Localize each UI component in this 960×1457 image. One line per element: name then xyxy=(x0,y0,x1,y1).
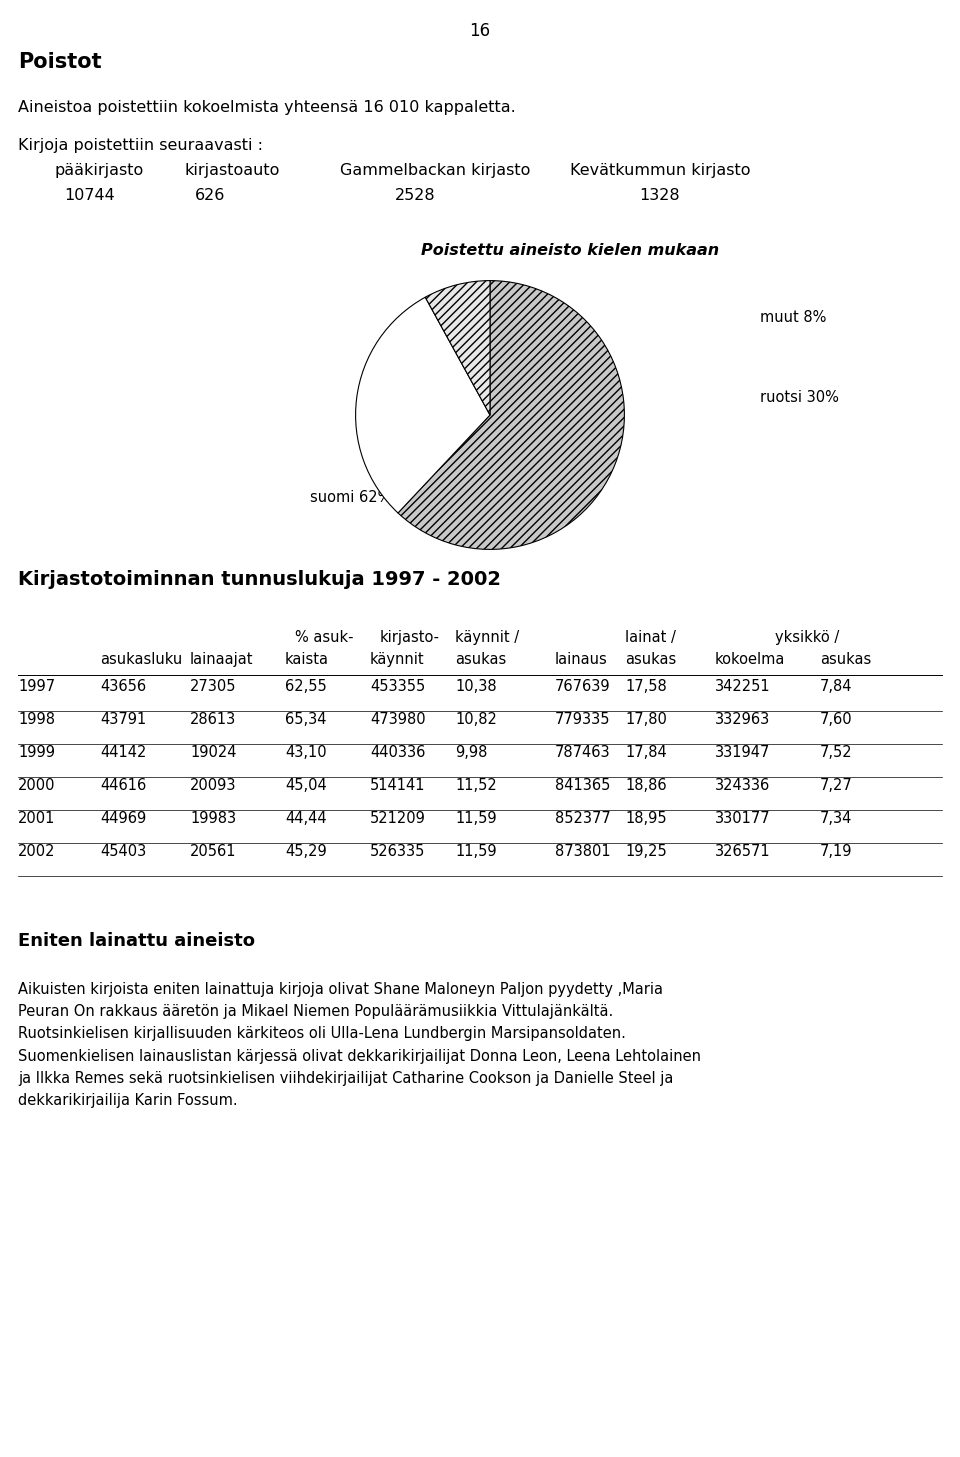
Text: Aineistoa poistettiin kokoelmista yhteensä 16 010 kappaletta.: Aineistoa poistettiin kokoelmista yhteen… xyxy=(18,101,516,115)
Text: 331947: 331947 xyxy=(715,745,770,761)
Text: 453355: 453355 xyxy=(370,679,425,694)
Text: 2001: 2001 xyxy=(18,812,56,826)
Text: lainat /: lainat / xyxy=(625,629,676,645)
Text: asukas: asukas xyxy=(455,651,506,667)
Text: Aikuisten kirjoista eniten lainattuja kirjoja olivat Shane Maloneyn Paljon pyyde: Aikuisten kirjoista eniten lainattuja ki… xyxy=(18,982,701,1107)
Text: 9,98: 9,98 xyxy=(455,745,488,761)
Text: 45403: 45403 xyxy=(100,844,146,860)
Text: 332963: 332963 xyxy=(715,712,770,727)
Text: 852377: 852377 xyxy=(555,812,611,826)
Text: 27305: 27305 xyxy=(190,679,236,694)
Text: 18,86: 18,86 xyxy=(625,778,666,793)
Text: 19,25: 19,25 xyxy=(625,844,667,860)
Text: Kirjoja poistettiin seuraavasti :: Kirjoja poistettiin seuraavasti : xyxy=(18,138,263,153)
Text: 7,19: 7,19 xyxy=(820,844,852,860)
Text: 43,10: 43,10 xyxy=(285,745,326,761)
Text: 62,55: 62,55 xyxy=(285,679,326,694)
Text: Kirjastotoiminnan tunnuslukuja 1997 - 2002: Kirjastotoiminnan tunnuslukuja 1997 - 20… xyxy=(18,570,501,589)
Text: 17,80: 17,80 xyxy=(625,712,667,727)
Text: Poistettu aineisto kielen mukaan: Poistettu aineisto kielen mukaan xyxy=(420,243,719,258)
Text: käynnit /: käynnit / xyxy=(455,629,519,645)
Text: 19024: 19024 xyxy=(190,745,236,761)
Text: 2002: 2002 xyxy=(18,844,56,860)
Text: 521209: 521209 xyxy=(370,812,426,826)
Text: 324336: 324336 xyxy=(715,778,770,793)
Text: 43791: 43791 xyxy=(100,712,146,727)
Text: 526335: 526335 xyxy=(370,844,425,860)
Text: 20561: 20561 xyxy=(190,844,236,860)
Text: 65,34: 65,34 xyxy=(285,712,326,727)
Text: Eniten lainattu aineisto: Eniten lainattu aineisto xyxy=(18,932,255,950)
Text: 342251: 342251 xyxy=(715,679,771,694)
Text: kokoelma: kokoelma xyxy=(715,651,785,667)
Text: 10,38: 10,38 xyxy=(455,679,496,694)
Text: 17,58: 17,58 xyxy=(625,679,667,694)
Text: 473980: 473980 xyxy=(370,712,425,727)
Text: kirjasto-: kirjasto- xyxy=(380,629,440,645)
Text: 16: 16 xyxy=(469,22,491,39)
Text: 1328: 1328 xyxy=(639,188,681,203)
Text: Poistot: Poistot xyxy=(18,52,102,71)
Text: lainaajat: lainaajat xyxy=(190,651,253,667)
Text: 20093: 20093 xyxy=(190,778,236,793)
Text: asukas: asukas xyxy=(625,651,676,667)
Text: 841365: 841365 xyxy=(555,778,611,793)
Text: 2528: 2528 xyxy=(395,188,435,203)
Text: muut 8%: muut 8% xyxy=(760,310,827,325)
Text: 1998: 1998 xyxy=(18,712,55,727)
Text: 779335: 779335 xyxy=(555,712,611,727)
Text: 1999: 1999 xyxy=(18,745,55,761)
Text: 7,52: 7,52 xyxy=(820,745,852,761)
Text: % asuk-: % asuk- xyxy=(295,629,353,645)
Text: 28613: 28613 xyxy=(190,712,236,727)
Text: 440336: 440336 xyxy=(370,745,425,761)
Text: Gammelbackan kirjasto: Gammelbackan kirjasto xyxy=(340,163,530,178)
Text: lainaus: lainaus xyxy=(555,651,608,667)
Text: Kevätkummun kirjasto: Kevätkummun kirjasto xyxy=(570,163,751,178)
Text: 11,59: 11,59 xyxy=(455,844,496,860)
Text: 44969: 44969 xyxy=(100,812,146,826)
Text: 1997: 1997 xyxy=(18,679,55,694)
Text: 11,52: 11,52 xyxy=(455,778,496,793)
Text: kirjastoauto: kirjastoauto xyxy=(185,163,280,178)
Text: käynnit: käynnit xyxy=(370,651,424,667)
Text: yksikkö /: yksikkö / xyxy=(775,629,839,645)
Text: 7,60: 7,60 xyxy=(820,712,852,727)
Text: 11,59: 11,59 xyxy=(455,812,496,826)
Text: 19983: 19983 xyxy=(190,812,236,826)
Text: 7,27: 7,27 xyxy=(820,778,852,793)
Text: pääkirjasto: pääkirjasto xyxy=(55,163,144,178)
Text: asukas: asukas xyxy=(820,651,872,667)
Text: 44142: 44142 xyxy=(100,745,146,761)
Text: 514141: 514141 xyxy=(370,778,425,793)
Text: 7,34: 7,34 xyxy=(820,812,852,826)
Text: 10,82: 10,82 xyxy=(455,712,497,727)
Text: 10744: 10744 xyxy=(64,188,115,203)
Text: 2000: 2000 xyxy=(18,778,56,793)
Text: 44616: 44616 xyxy=(100,778,146,793)
Text: 326571: 326571 xyxy=(715,844,771,860)
Text: 873801: 873801 xyxy=(555,844,611,860)
Text: 330177: 330177 xyxy=(715,812,771,826)
Text: suomi 62%: suomi 62% xyxy=(310,490,392,506)
Text: kaista: kaista xyxy=(285,651,329,667)
Text: 45,29: 45,29 xyxy=(285,844,326,860)
Text: ruotsi 30%: ruotsi 30% xyxy=(760,390,839,405)
Wedge shape xyxy=(355,297,490,513)
Text: 17,84: 17,84 xyxy=(625,745,667,761)
Text: asukasluku: asukasluku xyxy=(100,651,182,667)
Text: 7,84: 7,84 xyxy=(820,679,852,694)
Text: 626: 626 xyxy=(195,188,226,203)
Wedge shape xyxy=(425,281,490,415)
Text: 767639: 767639 xyxy=(555,679,611,694)
Text: 18,95: 18,95 xyxy=(625,812,666,826)
Text: 787463: 787463 xyxy=(555,745,611,761)
Text: 45,04: 45,04 xyxy=(285,778,326,793)
Wedge shape xyxy=(398,281,624,549)
Text: 44,44: 44,44 xyxy=(285,812,326,826)
Text: 43656: 43656 xyxy=(100,679,146,694)
